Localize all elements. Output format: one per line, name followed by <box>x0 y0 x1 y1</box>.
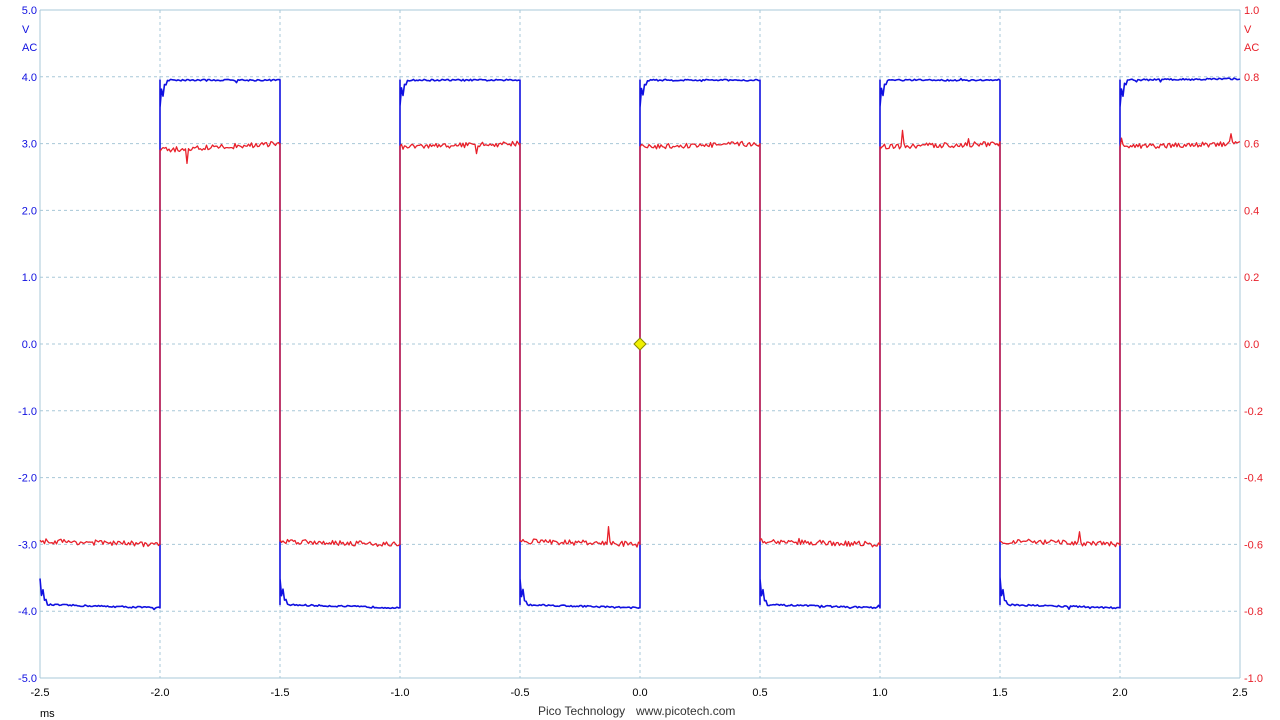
x-tick-label: -0.5 <box>511 687 530 699</box>
left-axis-coupling: AC <box>22 42 37 54</box>
right-tick-label: -0.8 <box>1244 606 1263 618</box>
right-axis-coupling: AC <box>1244 42 1259 54</box>
left-tick-label: -1.0 <box>18 406 37 418</box>
right-tick-label: -0.2 <box>1244 406 1263 418</box>
right-axis: V AC 1.0 0.8 0.6 0.4 0.2 0.0 -0.2 -0.4 -0.6 -0.8 -… <box>1244 5 1263 685</box>
right-tick-label: 0.8 <box>1244 72 1259 84</box>
right-axis-unit: V <box>1244 24 1252 36</box>
footer-url: www.picotech.com <box>636 704 736 718</box>
x-axis-unit: ms <box>40 708 55 720</box>
left-tick-label: -2.0 <box>18 473 37 485</box>
trigger-marker-diamond <box>633 337 647 351</box>
left-tick-label: 3.0 <box>22 139 37 151</box>
right-tick-label: 1.0 <box>1244 5 1259 17</box>
right-tick-label: -1.0 <box>1244 673 1263 685</box>
x-tick-label: 0.0 <box>632 687 647 699</box>
left-axis: V AC 5.0 4.0 3.0 2.0 1.0 0.0 -1.0 -2.0 -3.0 -4.0 -… <box>18 5 37 685</box>
x-tick-label: 2.0 <box>1112 687 1127 699</box>
left-tick-label: -3.0 <box>18 539 37 551</box>
left-tick-label: 4.0 <box>22 72 37 84</box>
right-tick-label: 0.4 <box>1244 205 1259 217</box>
left-tick-label: 2.0 <box>22 205 37 217</box>
right-tick-label: 0.0 <box>1244 339 1259 351</box>
right-tick-label: -0.4 <box>1244 473 1263 485</box>
x-tick-label: 1.5 <box>992 687 1007 699</box>
x-axis: ms -2.5 -2.0 -1.5 -1.0 -0.5 0.0 0.5 1.0 1.5 2.0 2.… <box>31 687 1248 720</box>
x-tick-label: 0.5 <box>752 687 767 699</box>
plot-frame <box>39 9 1241 679</box>
x-tick-label: -2.5 <box>31 687 50 699</box>
left-tick-label: -5.0 <box>18 673 37 685</box>
right-tick-label: 0.2 <box>1244 272 1259 284</box>
trigger-marker <box>633 337 647 351</box>
right-tick-label: -0.6 <box>1244 539 1263 551</box>
left-tick-label: -4.0 <box>18 606 37 618</box>
left-axis-unit: V <box>22 24 30 36</box>
x-tick-label: 2.5 <box>1232 687 1247 699</box>
left-tick-label: 1.0 <box>22 272 37 284</box>
x-tick-label: -2.0 <box>151 687 170 699</box>
x-tick-label: 1.0 <box>872 687 887 699</box>
right-tick-label: 0.6 <box>1244 139 1259 151</box>
x-tick-label: -1.0 <box>391 687 410 699</box>
left-tick-label: 0.0 <box>22 339 37 351</box>
x-tick-label: -1.5 <box>271 687 290 699</box>
left-tick-label: 5.0 <box>22 5 37 17</box>
footer-brand: Pico Technology <box>538 704 626 718</box>
